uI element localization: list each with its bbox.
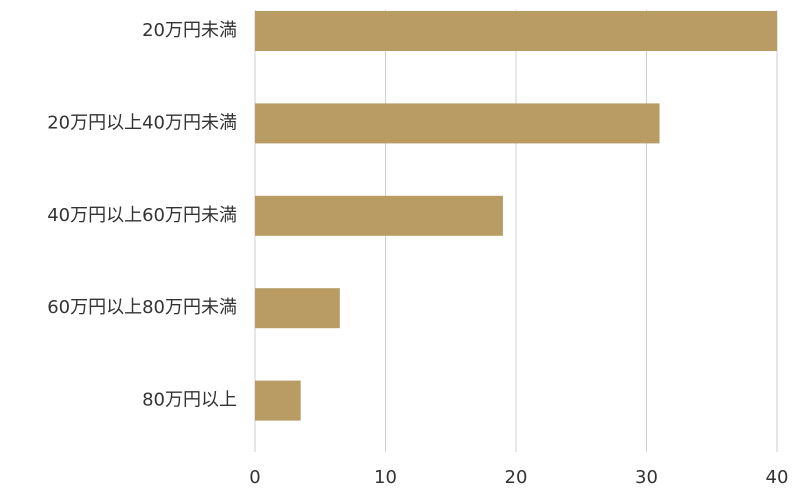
x-tick-label: 10 xyxy=(374,467,397,488)
bar xyxy=(255,11,777,51)
x-tick-label: 20 xyxy=(505,467,528,488)
bar xyxy=(255,288,340,329)
x-tick-label: 0 xyxy=(249,467,260,488)
bar xyxy=(255,380,301,421)
y-tick-label: 60万円以上80万円未満 xyxy=(47,297,237,318)
x-tick-label: 40 xyxy=(766,467,789,488)
y-tick-label: 40万円以上60万円未満 xyxy=(47,205,237,226)
y-tick-label: 20万円以上40万円未満 xyxy=(47,112,237,133)
bar xyxy=(255,103,660,144)
y-tick-label: 80万円以上 xyxy=(142,390,237,411)
bar xyxy=(255,195,503,236)
y-tick-label: 20万円未満 xyxy=(142,20,237,41)
x-tick-label: 30 xyxy=(635,467,658,488)
